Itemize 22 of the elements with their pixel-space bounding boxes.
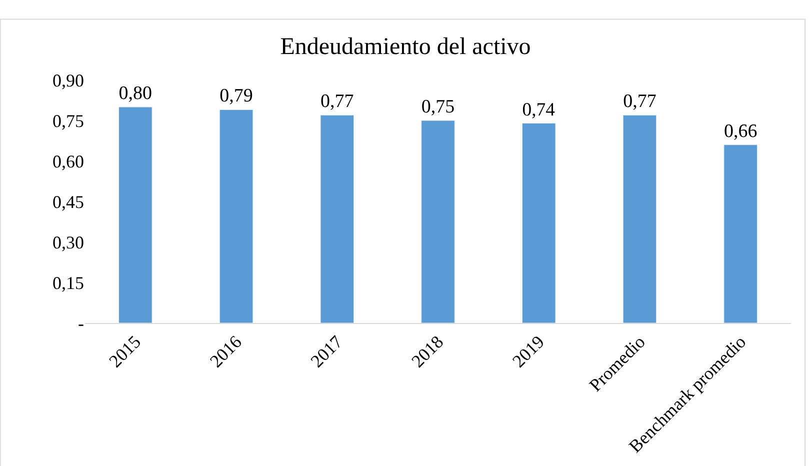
data-label: 0,79 (220, 86, 253, 107)
y-tick-label: 0,45 (52, 192, 84, 212)
bar (219, 109, 254, 323)
y-tick-label: 0,90 (52, 70, 84, 90)
bar (118, 106, 152, 323)
data-label: 0,66 (724, 120, 758, 142)
y-tick-label: 0,60 (52, 151, 84, 172)
y-tick-label: 0,75 (52, 110, 84, 131)
bar (522, 122, 556, 323)
bar (724, 144, 758, 323)
data-label: 0,77 (623, 91, 656, 112)
bar (421, 120, 455, 323)
bar (320, 114, 354, 323)
y-tick-label: 0,30 (52, 232, 84, 252)
chart-title: Endeudamiento del activo (280, 34, 531, 60)
data-label: 0,75 (421, 96, 455, 118)
data-label: 0,80 (118, 83, 152, 104)
y-tick-label: - (78, 313, 84, 334)
data-label: 0,77 (320, 91, 354, 112)
data-label: 0,74 (522, 99, 556, 120)
bar (622, 114, 657, 323)
y-tick-label: 0,15 (52, 272, 84, 293)
